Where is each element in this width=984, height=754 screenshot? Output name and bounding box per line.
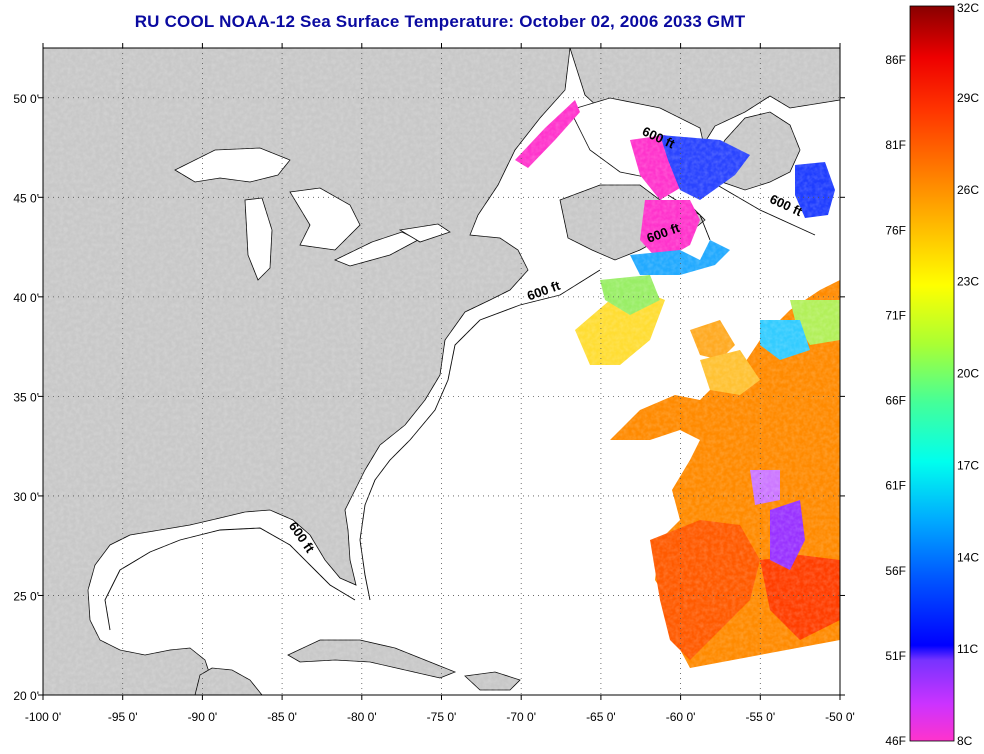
colorbar-celsius-label: 14C xyxy=(957,550,979,564)
lon-tick-label: -90 0' xyxy=(188,710,218,724)
colorbar-fahrenheit-label: 51F xyxy=(885,649,906,663)
lat-tick-label: 30 0' xyxy=(13,490,39,504)
lat-tick-label: 35 0' xyxy=(13,390,39,404)
colorbar-celsius-label: 17C xyxy=(957,458,979,472)
colorbar-fahrenheit-labels: 86F 81F 76F 71F 66F 61F 56F 51F 46F xyxy=(885,53,906,748)
colorbar-fahrenheit-label: 81F xyxy=(885,138,906,152)
latitude-labels: 20 0' 25 0' 30 0' 35 0' 40 0' 45 0' 50 0' xyxy=(13,92,39,703)
colorbar: 32C 29C 26C 23C 20C 17C 14C 11C 8C 86F 81F 76F 71F 6… xyxy=(885,1,979,748)
colorbar-celsius-label: 23C xyxy=(957,275,979,289)
lon-tick-label: -60 0' xyxy=(666,710,696,724)
colorbar-celsius-label: 11C xyxy=(957,642,978,656)
lon-tick-label: -100 0' xyxy=(25,710,61,724)
lat-tick-label: 20 0' xyxy=(13,689,39,703)
colorbar-gradient xyxy=(909,5,955,742)
lon-tick-label: -55 0' xyxy=(745,710,775,724)
map-title: RU COOL NOAA-12 Sea Surface Temperature:… xyxy=(134,12,746,31)
lon-tick-label: -75 0' xyxy=(427,710,457,724)
colorbar-fahrenheit-label: 46F xyxy=(885,734,906,748)
colorbar-celsius-label: 32C xyxy=(957,1,979,15)
longitude-labels: -100 0' -95 0' -90 0' -85 0' -80 0' -75 0' -70… xyxy=(25,710,855,724)
colorbar-fahrenheit-label: 76F xyxy=(885,223,906,237)
lat-tick-label: 25 0' xyxy=(13,589,39,603)
colorbar-celsius-labels: 32C 29C 26C 23C 20C 17C 14C 11C 8C xyxy=(957,1,979,748)
lon-tick-label: -50 0' xyxy=(825,710,855,724)
lon-tick-label: -70 0' xyxy=(506,710,536,724)
colorbar-fahrenheit-label: 61F xyxy=(885,479,906,493)
colorbar-fahrenheit-label: 56F xyxy=(885,564,906,578)
lat-tick-label: 45 0' xyxy=(13,191,39,205)
colorbar-celsius-label: 29C xyxy=(957,91,979,105)
lon-tick-label: -80 0' xyxy=(347,710,377,724)
lon-tick-label: -85 0' xyxy=(267,710,297,724)
cloud-speckle xyxy=(43,48,840,695)
axis-ticks xyxy=(38,43,845,700)
lon-tick-label: -65 0' xyxy=(586,710,616,724)
colorbar-celsius-label: 20C xyxy=(957,367,979,381)
colorbar-celsius-label: 8C xyxy=(957,734,973,748)
colorbar-celsius-label: 26C xyxy=(957,183,979,197)
colorbar-fahrenheit-label: 86F xyxy=(885,53,906,67)
colorbar-fahrenheit-label: 66F xyxy=(885,394,906,408)
colorbar-fahrenheit-label: 71F xyxy=(885,308,906,322)
lon-tick-label: -95 0' xyxy=(108,710,138,724)
lat-tick-label: 50 0' xyxy=(13,92,39,106)
lat-tick-label: 40 0' xyxy=(13,291,39,305)
